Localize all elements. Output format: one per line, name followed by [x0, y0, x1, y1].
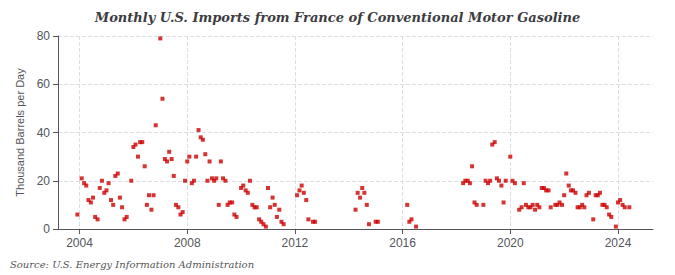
svg-text:Source: U.S. Energy Informatio: Source: U.S. Energy Information Administ… [10, 259, 254, 270]
svg-text:2020: 2020 [497, 236, 524, 250]
svg-text:Thousand Barrels per Day: Thousand Barrels per Day [14, 68, 26, 197]
svg-text:2016: 2016 [389, 236, 416, 250]
svg-text:80: 80 [37, 29, 51, 43]
svg-text:2004: 2004 [66, 236, 93, 250]
svg-text:Monthly U.S. Imports from Fran: Monthly U.S. Imports from France of Conv… [94, 10, 580, 25]
svg-text:20: 20 [37, 174, 51, 188]
svg-text:2008: 2008 [174, 236, 201, 250]
svg-text:2024: 2024 [605, 236, 632, 250]
svg-text:60: 60 [37, 77, 51, 91]
svg-text:40: 40 [37, 126, 51, 140]
svg-text:2012: 2012 [282, 236, 309, 250]
svg-text:0: 0 [43, 222, 50, 236]
